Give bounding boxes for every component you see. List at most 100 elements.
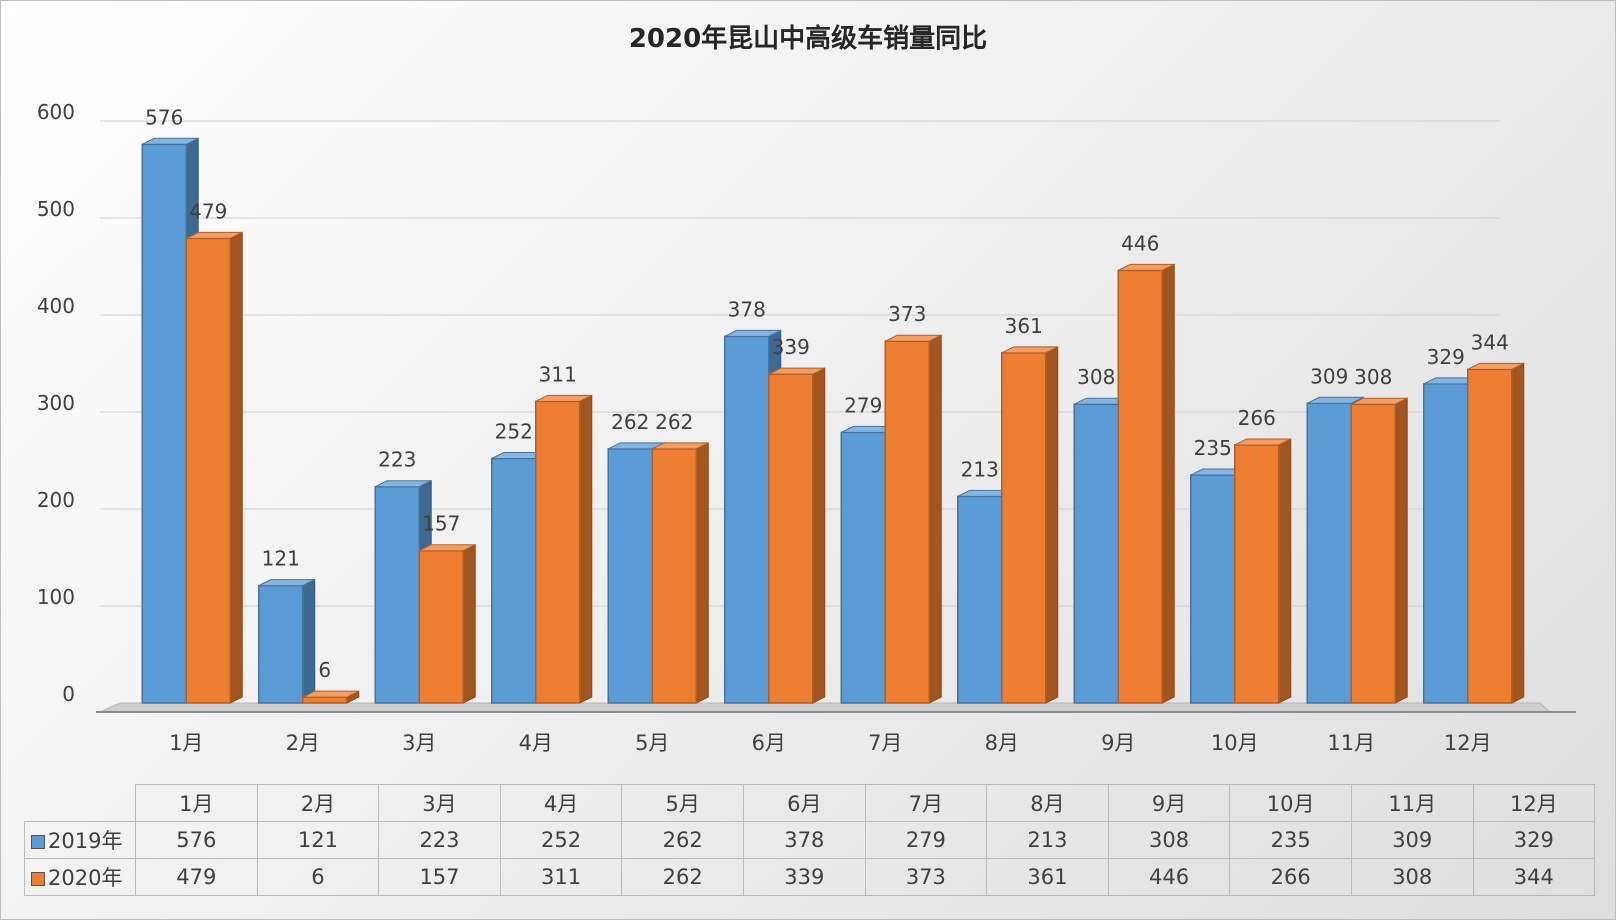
bar-2020-top — [1118, 263, 1175, 271]
bar-2019-top — [724, 329, 781, 337]
table-header-cell: 7月 — [864, 784, 988, 822]
data-label: 6 — [318, 658, 331, 682]
bar-2020-side — [1511, 362, 1525, 704]
table-cell: 479 — [135, 858, 258, 896]
series-name: 2019年 — [48, 829, 123, 853]
data-label: 361 — [1005, 314, 1043, 338]
table-corner — [25, 785, 136, 822]
bar-2019-top — [258, 579, 315, 587]
table-cell: 308 — [1107, 821, 1231, 859]
table-cell: 266 — [1229, 858, 1352, 896]
data-label: 266 — [1238, 406, 1276, 430]
bar-2019 — [1306, 402, 1352, 704]
bar-2019 — [1423, 383, 1469, 704]
y-tick-label: 200 — [37, 488, 75, 512]
bar-2020-top — [419, 544, 476, 552]
bar-2019 — [1190, 474, 1236, 704]
data-label: 311 — [539, 362, 577, 386]
table-header-cell: 5月 — [621, 784, 744, 822]
bar-2020 — [1350, 403, 1396, 704]
bar-2020-top — [1467, 362, 1524, 370]
data-label: 378 — [728, 297, 766, 321]
x-tick-label: 5月 — [635, 731, 669, 755]
bar-2020-side — [812, 367, 826, 704]
data-label: 373 — [888, 302, 926, 326]
table-cell: 223 — [378, 821, 501, 859]
table-cell: 311 — [499, 858, 623, 896]
table-cell: 378 — [742, 821, 866, 859]
swatch-2020-icon — [31, 872, 45, 886]
table-cell: 157 — [378, 858, 501, 896]
x-tick-label: 10月 — [1211, 731, 1259, 755]
x-tick-label: 2月 — [286, 731, 320, 755]
bar-2020 — [418, 549, 464, 704]
bar-2019-top — [375, 480, 432, 488]
y-tick-label: 300 — [37, 391, 75, 415]
data-label: 339 — [772, 335, 810, 359]
bar-2019-side — [302, 578, 316, 704]
bar-chart-plot: 0 100 200 300 400 500 600 576 479 1月 121 6 2月 223 157 3… — [37, 100, 1576, 755]
data-label: 479 — [189, 199, 227, 223]
y-tick-label: 0 — [62, 682, 75, 706]
bar-2020-top — [1351, 397, 1408, 405]
chart-floor — [99, 702, 1552, 713]
x-tick-label: 8月 — [985, 731, 1019, 755]
bar-2020-side — [579, 394, 593, 704]
data-table: 1月 2月 3月 4月 5月 6月 7月 8月 9月 10月 11月 12月 2019年 576 121… — [24, 784, 1596, 896]
bar-2019 — [1073, 403, 1119, 704]
data-label: 308 — [1354, 365, 1392, 389]
bar-2020 — [651, 448, 697, 704]
bar-2020-top — [535, 394, 592, 402]
table-header-cell: 12月 — [1472, 784, 1596, 822]
bar-2019-top — [142, 137, 199, 145]
data-label: 213 — [961, 457, 999, 481]
bar-2019 — [957, 495, 1003, 704]
bar-2020 — [535, 400, 581, 704]
bar-2020-top — [1001, 346, 1058, 354]
data-label: 262 — [655, 410, 693, 434]
data-label: 329 — [1427, 345, 1465, 369]
series-label-2020: 2020年 — [24, 858, 136, 896]
chart-title: 2020年昆山中高级车销量同比 — [628, 24, 988, 54]
bar-2020 — [1234, 444, 1280, 704]
table-cell: 121 — [256, 821, 380, 859]
table-header-row: 1月 2月 3月 4月 5月 6月 7月 8月 9月 10月 11月 12月 — [25, 784, 1596, 822]
x-tick-label: 6月 — [752, 731, 786, 755]
bar-2019 — [374, 485, 420, 704]
series-label-2019: 2019年 — [24, 821, 136, 859]
table-cell: 373 — [864, 858, 988, 896]
bar-2020 — [1001, 352, 1047, 704]
data-label: 252 — [495, 420, 533, 444]
x-tick-label: 7月 — [868, 731, 902, 755]
bar-2020-side — [1394, 397, 1408, 704]
bar-2020 — [185, 237, 231, 704]
x-tick-label: 11月 — [1327, 731, 1375, 755]
bar-2020 — [302, 696, 348, 704]
y-tick-label: 600 — [37, 100, 75, 124]
table-header-cell: 2月 — [256, 784, 380, 822]
bar-2019 — [491, 457, 537, 704]
bar-2020-top — [768, 367, 825, 375]
bar-2020-top — [302, 690, 359, 698]
bar-2019 — [258, 584, 304, 704]
bar-2020-top — [1234, 438, 1291, 446]
table-header-cell: 6月 — [742, 784, 866, 822]
bar-2019 — [724, 335, 770, 704]
table-cell: 213 — [986, 821, 1109, 859]
table-cell: 262 — [621, 821, 744, 859]
y-tick-label: 400 — [37, 294, 75, 318]
table-row: 2019年 576 121 223 252 262 378 279 213 308 235 309 3… — [24, 821, 1596, 859]
table-header-cell: 9月 — [1107, 784, 1231, 822]
table-cell: 279 — [864, 821, 988, 859]
data-label: 235 — [1194, 436, 1232, 460]
x-tick-label: 4月 — [519, 731, 553, 755]
bar-2020-side — [695, 442, 709, 704]
bar-2020 — [1117, 269, 1163, 704]
bar-2019 — [840, 431, 886, 704]
data-label: 121 — [262, 547, 300, 571]
table-cell: 252 — [499, 821, 623, 859]
table-cell: 6 — [256, 858, 380, 896]
data-label: 308 — [1077, 365, 1115, 389]
table-cell: 446 — [1107, 858, 1231, 896]
data-label: 279 — [844, 393, 882, 417]
